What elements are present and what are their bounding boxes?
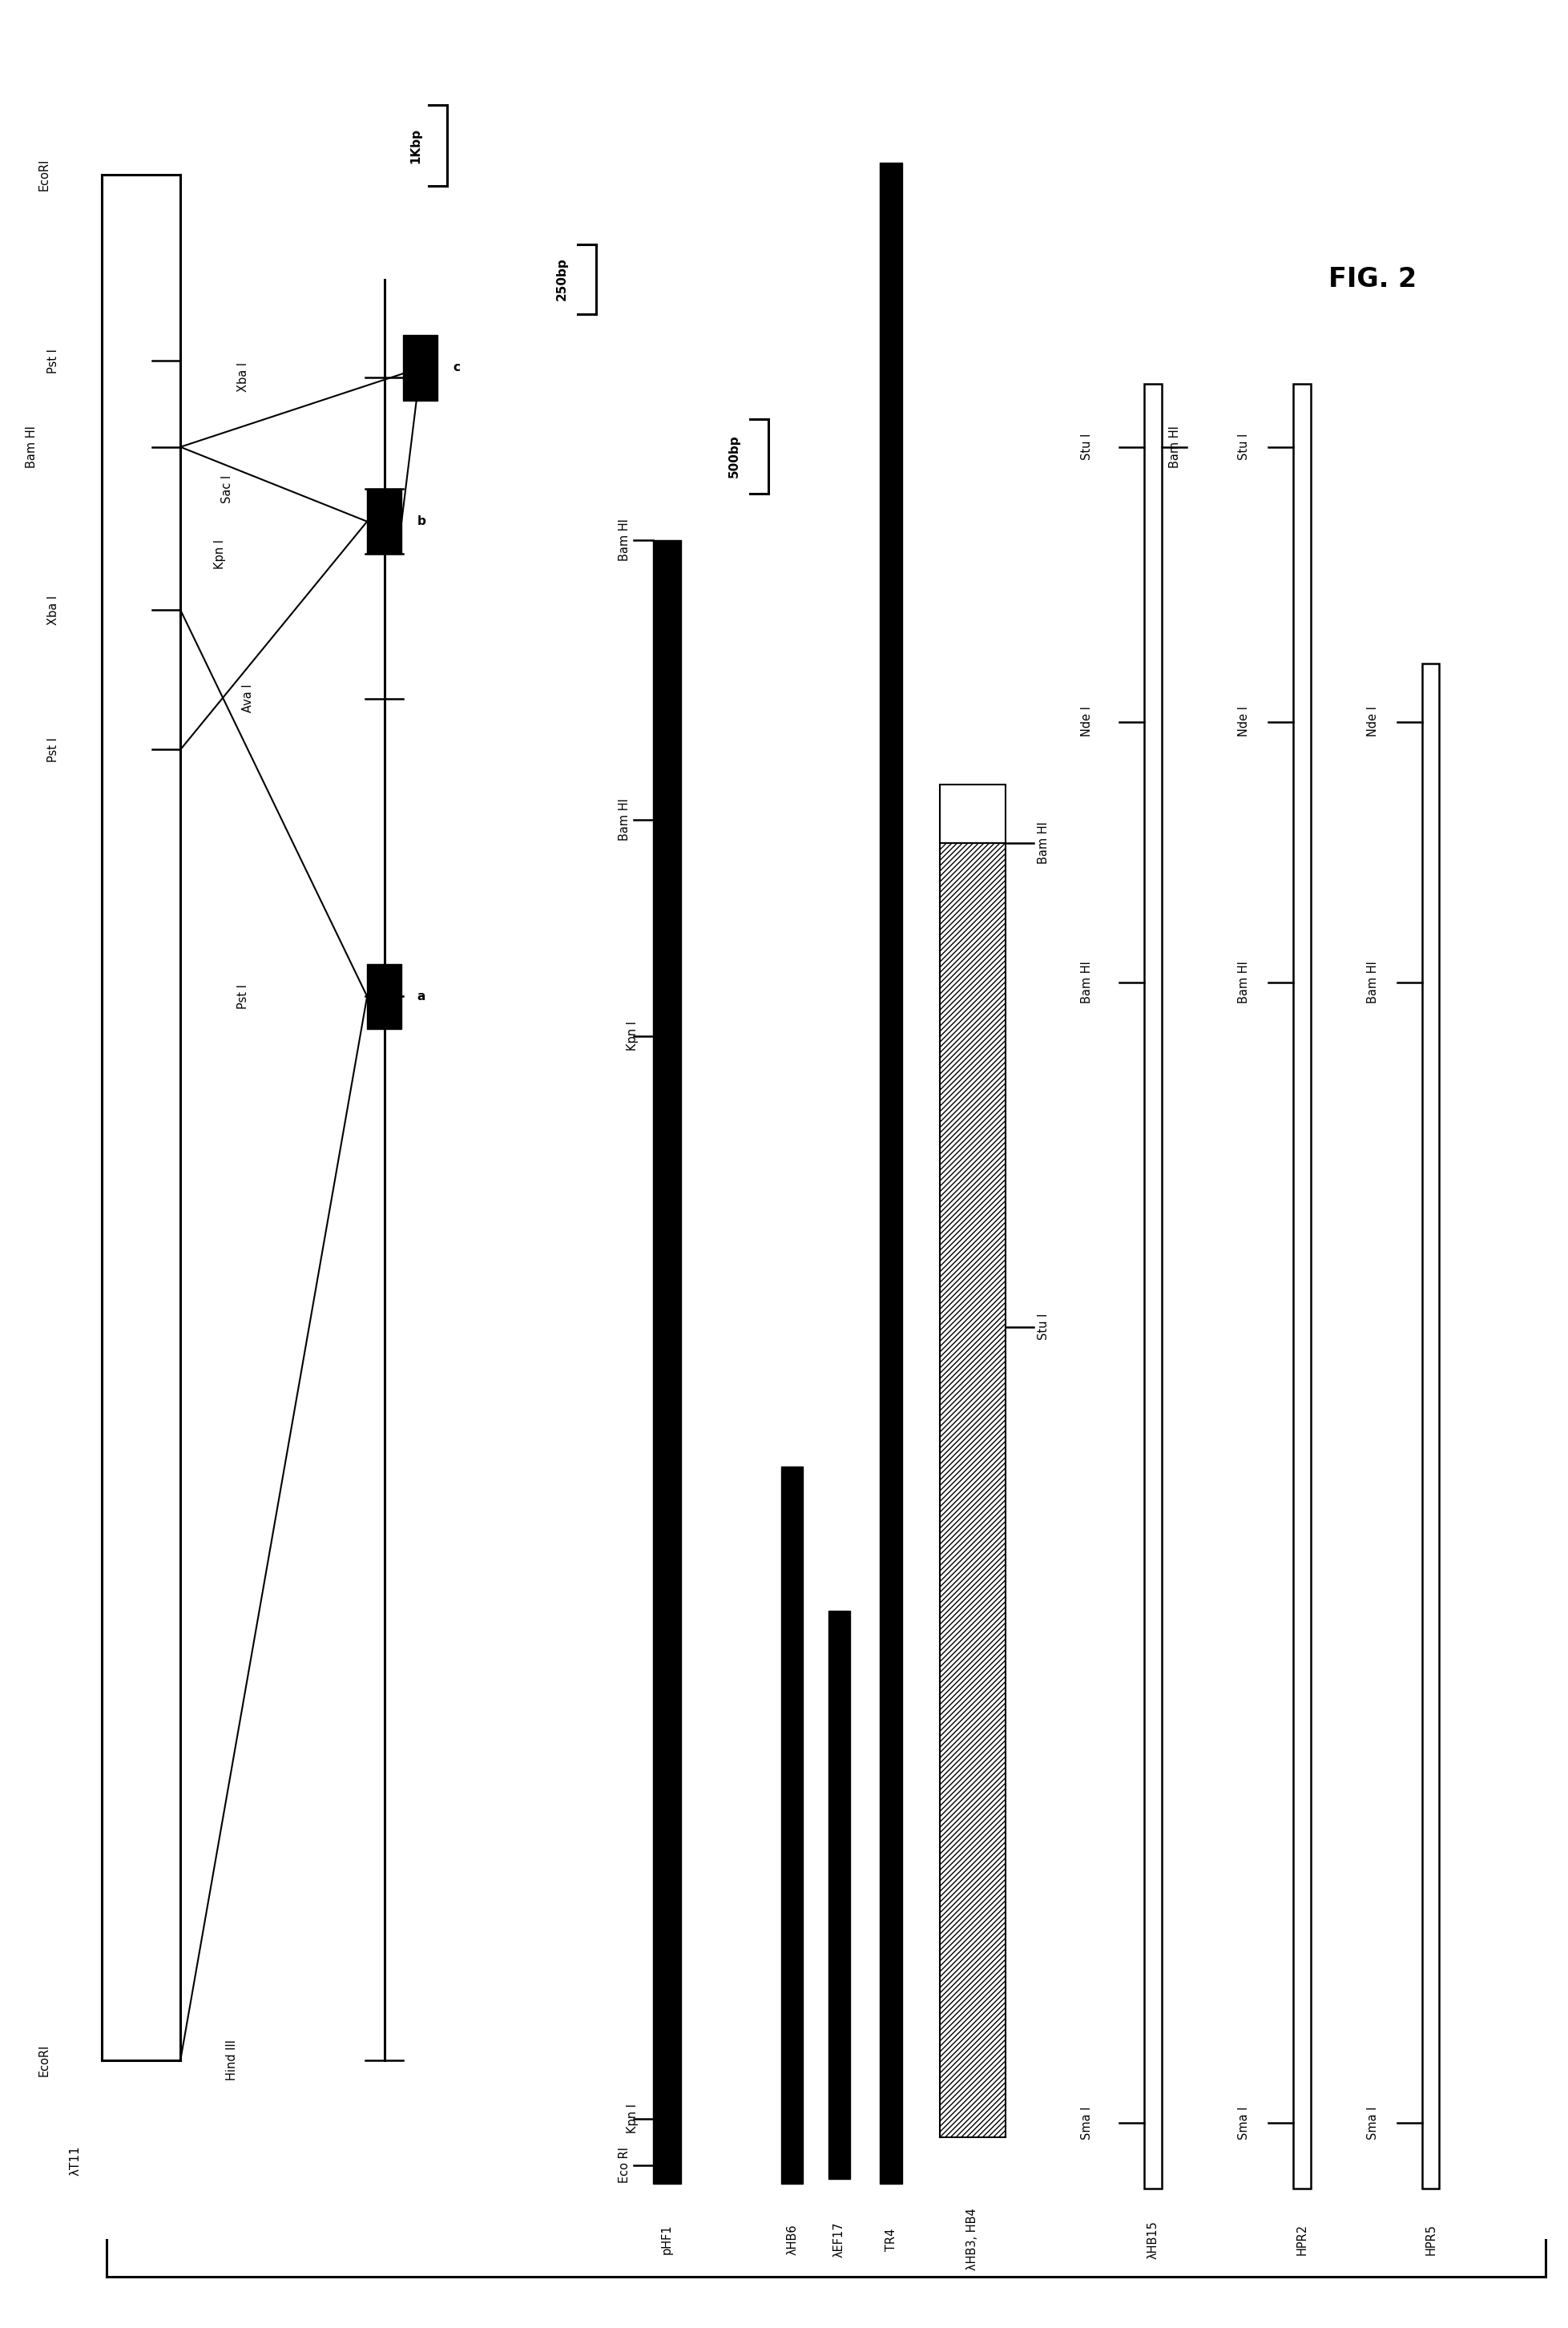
Text: Bam HI: Bam HI: [1168, 426, 1181, 468]
Text: Bam HI: Bam HI: [618, 799, 630, 840]
Text: Bam HI: Bam HI: [25, 426, 38, 468]
Text: Pst l: Pst l: [47, 738, 60, 761]
Text: Pst I: Pst I: [237, 985, 249, 1008]
Bar: [939, 843, 1005, 2137]
Text: Bam HI: Bam HI: [1366, 961, 1378, 1003]
Bar: [1421, 663, 1439, 2188]
Text: λHB6: λHB6: [786, 2223, 798, 2256]
Bar: [367, 489, 401, 554]
Text: Nde l: Nde l: [1237, 705, 1250, 738]
Bar: [781, 1467, 803, 2184]
Text: λHB3, HB4: λHB3, HB4: [966, 2209, 978, 2270]
Text: Kpn l: Kpn l: [626, 1022, 638, 1050]
Bar: [939, 785, 1005, 843]
Text: λT11: λT11: [69, 2146, 82, 2174]
Bar: [1143, 384, 1160, 2188]
Bar: [828, 1611, 850, 2179]
Text: pHF1: pHF1: [660, 2226, 673, 2254]
Text: 250bp: 250bp: [555, 258, 568, 300]
Text: c: c: [453, 361, 461, 375]
Text: Xba l: Xba l: [237, 363, 249, 391]
Text: Bam HI: Bam HI: [1237, 961, 1250, 1003]
Text: 500bp: 500bp: [728, 435, 740, 477]
Text: Pst l: Pst l: [47, 349, 60, 372]
Text: Sac l: Sac l: [221, 475, 234, 503]
Text: Nde l: Nde l: [1080, 705, 1093, 738]
Text: Sma l: Sma l: [1237, 2107, 1250, 2139]
Text: a: a: [417, 989, 425, 1003]
Bar: [367, 964, 401, 1029]
Text: EcoRI: EcoRI: [38, 158, 50, 191]
Text: Stu l: Stu l: [1237, 433, 1250, 461]
Text: λEF17: λEF17: [833, 2221, 845, 2258]
Text: Ava l: Ava l: [241, 684, 254, 712]
Text: 1Kbp: 1Kbp: [409, 128, 422, 163]
Bar: [1292, 384, 1309, 2188]
Text: EcoRI: EcoRI: [38, 2044, 50, 2077]
Text: Bam HI: Bam HI: [1036, 822, 1049, 864]
Text: Kpn l: Kpn l: [213, 540, 226, 568]
Text: Stu l: Stu l: [1036, 1313, 1049, 1341]
Text: b: b: [417, 514, 426, 528]
Text: Nde l: Nde l: [1366, 705, 1378, 738]
Text: Sma l: Sma l: [1080, 2107, 1093, 2139]
Bar: [880, 163, 902, 2184]
Text: FIG. 2: FIG. 2: [1328, 265, 1416, 293]
Text: Sma l: Sma l: [1366, 2107, 1378, 2139]
Text: Eco RI: Eco RI: [618, 2146, 630, 2184]
Text: Xba l: Xba l: [47, 596, 60, 624]
Text: Kpn l: Kpn l: [626, 2105, 638, 2132]
Text: HPR5: HPR5: [1424, 2223, 1436, 2256]
Bar: [403, 335, 437, 400]
Text: λHB15: λHB15: [1146, 2221, 1159, 2258]
Bar: [652, 540, 681, 2184]
Text: Stu l: Stu l: [1080, 433, 1093, 461]
Text: Hind III: Hind III: [226, 2039, 238, 2081]
Text: TR4: TR4: [884, 2228, 897, 2251]
Text: HPR2: HPR2: [1295, 2223, 1308, 2256]
Text: Bam HI: Bam HI: [618, 519, 630, 561]
Text: Bam HI: Bam HI: [1080, 961, 1093, 1003]
